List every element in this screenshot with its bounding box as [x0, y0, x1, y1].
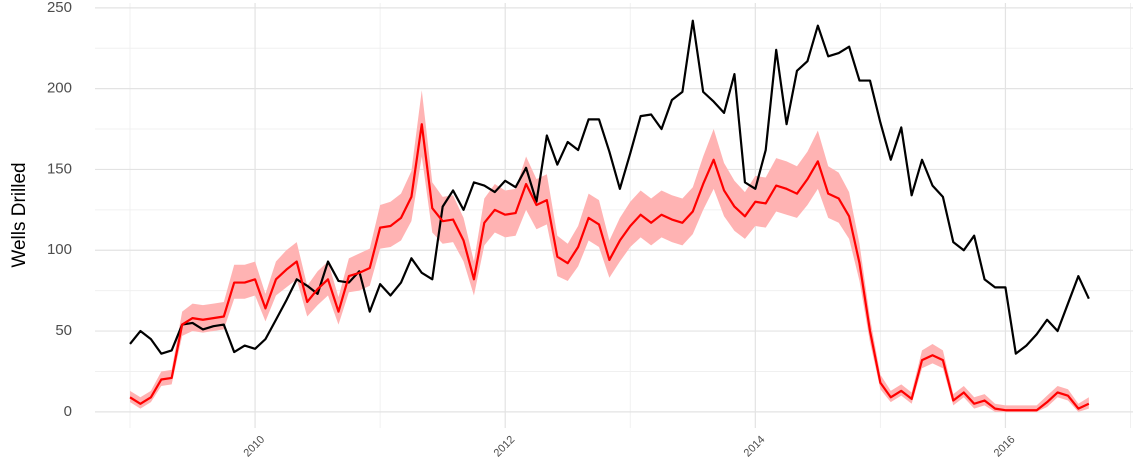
y-tick-label: 100 [47, 241, 72, 258]
line [129, 19, 1090, 355]
x-tick-label: 2014 [742, 434, 768, 460]
confidence-band [130, 90, 1089, 412]
y-tick-label: 250 [47, 0, 72, 16]
y-axis-label: Wells Drilled [9, 162, 30, 267]
x-tick-label: 2016 [992, 434, 1018, 460]
y-tick-label: 0 [64, 403, 72, 420]
x-tick-label: 2010 [241, 434, 267, 460]
y-tick-label: 200 [47, 80, 72, 97]
line [129, 123, 1090, 412]
x-tick-label: 2012 [492, 434, 518, 460]
y-tick-label: 50 [55, 322, 72, 339]
y-tick-label: 150 [47, 160, 72, 177]
